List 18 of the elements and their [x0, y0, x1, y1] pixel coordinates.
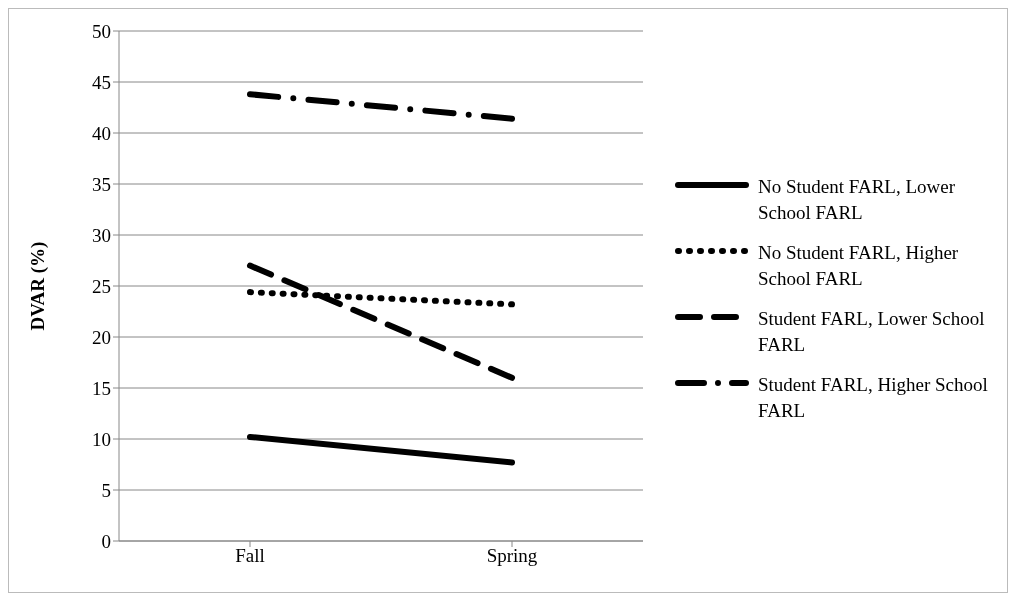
y-axis-title: DVAR (%): [26, 241, 49, 331]
y-tick-label: 35: [92, 173, 111, 195]
x-tick-label: Spring: [486, 545, 538, 567]
y-tick-label: 5: [101, 479, 111, 501]
legend-label: Student FARL, Lower School FARL: [758, 307, 986, 357]
y-tick-label: 0: [101, 530, 111, 552]
x-tick-label: Fall: [235, 545, 265, 567]
y-tick-label: 45: [92, 71, 111, 93]
y-tick-label: 10: [92, 428, 111, 450]
y-tick-label: 25: [92, 275, 111, 297]
legend-label: No Student FARL, Higher School FARL: [758, 241, 960, 291]
y-tick-label: 20: [92, 326, 111, 348]
y-tick-label: 30: [92, 224, 111, 246]
y-tick-label: 40: [92, 122, 111, 144]
y-tick-label: 50: [92, 20, 111, 42]
y-tick-label: 15: [92, 377, 111, 399]
legend-label: Student FARL, Higher School FARL: [758, 373, 989, 423]
legend-label: No Student FARL, Lower School FARL: [758, 175, 957, 225]
